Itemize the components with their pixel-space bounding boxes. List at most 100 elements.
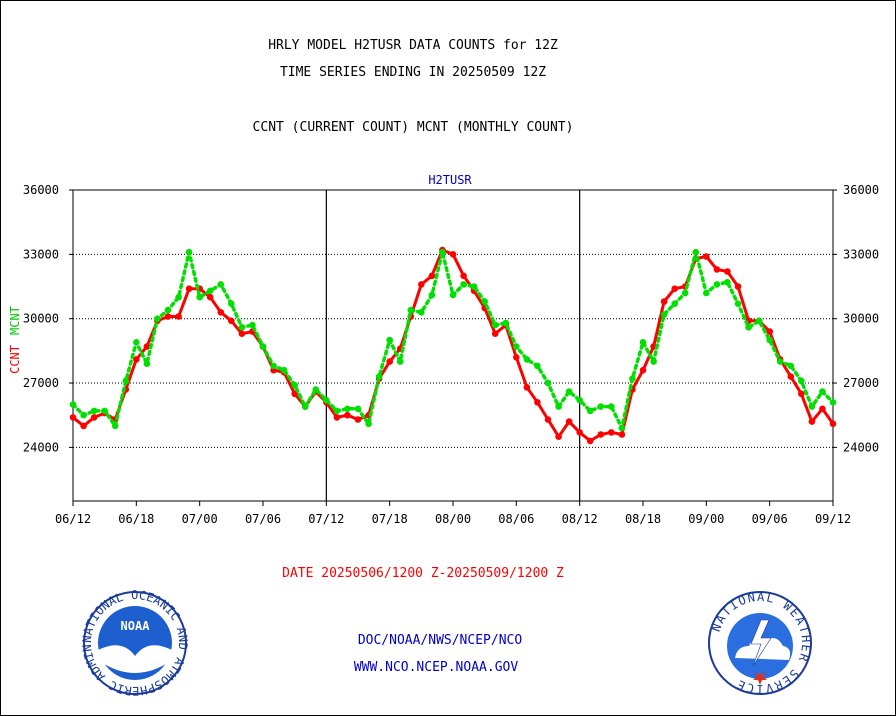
data-point-ccnt: [671, 285, 678, 293]
x-tick-label: 06/18: [118, 512, 154, 526]
data-point-ccnt: [586, 437, 594, 445]
panel-title: H2TUSR: [428, 173, 472, 187]
data-point-mcnt: [681, 289, 689, 297]
data-point-mcnt: [502, 319, 510, 327]
x-tick-label: 07/00: [182, 512, 218, 526]
data-point-ccnt: [228, 317, 235, 325]
data-point-ccnt: [523, 384, 531, 391]
data-point-ccnt: [164, 313, 172, 320]
data-point-ccnt: [639, 366, 647, 374]
data-point-mcnt: [196, 293, 203, 301]
data-point-mcnt: [534, 362, 541, 370]
data-point-mcnt: [69, 401, 77, 408]
data-point-mcnt: [755, 317, 763, 325]
data-point-mcnt: [829, 399, 837, 406]
data-point-mcnt: [766, 336, 773, 344]
data-point-mcnt: [365, 420, 372, 428]
x-tick-label: 09/06: [752, 512, 788, 526]
data-point-ccnt: [90, 414, 98, 421]
org-path: DOC/NOAA/NWS/NCEP/NCO: [357, 633, 523, 648]
data-point-mcnt: [439, 248, 446, 256]
data-point-mcnt: [185, 248, 193, 256]
data-point-mcnt: [301, 403, 309, 410]
data-point-mcnt: [101, 407, 108, 415]
data-point-mcnt: [449, 291, 457, 299]
data-point-mcnt: [555, 403, 562, 410]
data-point-ccnt: [217, 309, 225, 316]
data-point-ccnt: [798, 390, 805, 398]
data-point-ccnt: [660, 298, 668, 305]
data-point-ccnt: [133, 356, 140, 363]
data-point-ccnt: [576, 429, 583, 436]
data-point-ccnt: [175, 313, 182, 320]
y-tick-label-left: 33000: [23, 247, 59, 261]
series-line-ccnt: [72, 248, 835, 443]
data-point-ccnt: [555, 433, 562, 441]
data-point-ccnt: [513, 354, 520, 361]
data-point-mcnt: [90, 407, 98, 415]
data-point-mcnt: [206, 287, 214, 295]
data-point-ccnt: [808, 418, 816, 425]
y-tick-label-right: 36000: [843, 183, 879, 197]
data-point-ccnt: [143, 343, 151, 350]
data-point-mcnt: [703, 289, 710, 297]
data-point-mcnt: [386, 336, 394, 344]
website-link[interactable]: WWW.NCO.NCEP.NOAA.GOV: [353, 660, 519, 675]
data-point-mcnt: [776, 358, 784, 365]
data-point-mcnt: [280, 366, 288, 374]
y-tick-label-right: 30000: [843, 312, 879, 326]
data-point-ccnt: [418, 281, 425, 288]
plot-area-border: [72, 189, 834, 502]
data-point-mcnt: [354, 405, 362, 413]
noaa-logo: NATIONAL OCEANIC AND ATMOSPHERIC ADMINIS…: [82, 590, 188, 696]
date-range: DATE 20250506/1200 Z-20250509/1200 Z: [282, 566, 564, 581]
data-point-ccnt: [787, 373, 795, 380]
noaa-logo-text: NOAA: [121, 619, 151, 633]
data-point-mcnt: [787, 362, 795, 370]
x-tick-label: 07/06: [245, 512, 281, 526]
data-point-ccnt: [713, 266, 721, 273]
data-point-mcnt: [407, 306, 415, 314]
data-point-mcnt: [481, 298, 489, 305]
x-tick-label: 06/12: [55, 512, 91, 526]
y-tick-label-right: 33000: [843, 247, 879, 261]
data-point-mcnt: [491, 321, 499, 329]
data-point-mcnt: [259, 343, 267, 350]
data-point-ccnt: [460, 272, 467, 280]
data-point-mcnt: [80, 411, 87, 419]
ylabel-mcnt: MCNT: [8, 306, 22, 335]
data-point-ccnt: [185, 285, 193, 293]
y-tick-label-left: 24000: [23, 440, 59, 454]
data-point-mcnt: [523, 356, 531, 363]
data-point-mcnt: [418, 309, 425, 316]
data-point-ccnt: [333, 414, 341, 421]
x-tick-label: 08/00: [435, 512, 471, 526]
data-point-mcnt: [724, 278, 731, 286]
chart-title-line3: CCNT (CURRENT COUNT) MCNT (MONTHLY COUNT…: [252, 120, 574, 135]
data-point-mcnt: [734, 300, 742, 308]
data-point-ccnt: [734, 283, 742, 290]
data-point-mcnt: [312, 386, 320, 393]
data-point-ccnt: [544, 416, 552, 423]
y-tick-label-right: 27000: [843, 376, 879, 390]
x-tick-label: 08/06: [498, 512, 534, 526]
data-point-mcnt: [470, 283, 478, 290]
data-point-mcnt: [333, 407, 341, 415]
data-point-mcnt: [798, 377, 805, 385]
data-point-mcnt: [154, 315, 161, 323]
x-tick-label: 07/12: [308, 512, 344, 526]
data-point-mcnt: [228, 300, 235, 308]
data-point-mcnt: [692, 248, 700, 256]
data-point-mcnt: [597, 403, 605, 410]
data-point-ccnt: [724, 268, 731, 275]
data-point-mcnt: [629, 375, 636, 383]
data-point-mcnt: [133, 339, 140, 346]
data-point-ccnt: [829, 420, 837, 428]
data-point-ccnt: [80, 422, 87, 430]
data-point-mcnt: [375, 373, 383, 380]
data-point-mcnt: [671, 300, 678, 308]
data-point-mcnt: [122, 377, 130, 385]
chart-title-line1: HRLY MODEL H2TUSR DATA COUNTS for 12Z: [268, 38, 558, 53]
data-point-mcnt: [618, 424, 626, 432]
